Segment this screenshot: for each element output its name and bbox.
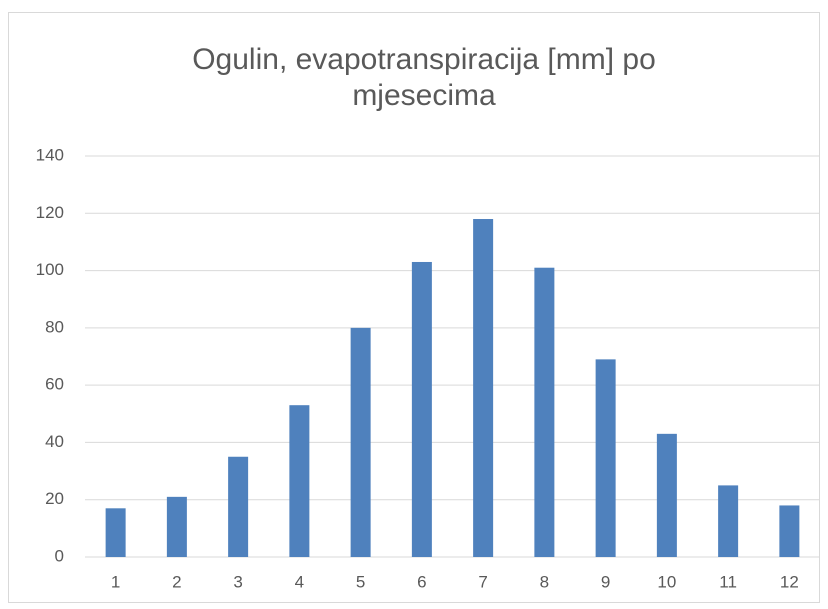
bar [228, 456, 249, 557]
y-tick-label: 120 [36, 203, 64, 222]
x-tick-label: 8 [540, 572, 549, 591]
bar [534, 267, 555, 557]
x-tick-label: 7 [478, 572, 487, 591]
x-tick-label: 11 [719, 572, 737, 591]
x-tick-label: 5 [356, 572, 365, 591]
x-tick-label: 2 [172, 572, 181, 591]
y-tick-label: 60 [45, 375, 64, 394]
x-tick-label: 4 [295, 572, 304, 591]
bar [656, 433, 677, 557]
y-tick-label: 100 [36, 260, 64, 279]
bar [105, 508, 126, 557]
bar [166, 496, 187, 557]
bar [411, 261, 432, 557]
x-tick-label: 12 [780, 572, 799, 591]
y-tick-label: 40 [45, 432, 64, 451]
bar [779, 505, 800, 557]
bar [473, 219, 494, 557]
x-tick-label: 1 [111, 572, 120, 591]
y-tick-label: 140 [36, 145, 64, 164]
x-tick-label: 6 [417, 572, 426, 591]
y-tick-label: 80 [45, 317, 64, 336]
x-tick-label: 9 [601, 572, 610, 591]
x-tick-label: 10 [657, 572, 676, 591]
bar [595, 359, 616, 557]
bar [718, 485, 739, 557]
y-tick-label: 20 [45, 489, 64, 508]
bar [289, 405, 310, 557]
x-tick-label: 3 [233, 572, 242, 591]
chart-title: Ogulin, evapotranspiracija [mm] po mjese… [192, 43, 656, 112]
bar [350, 327, 371, 557]
y-tick-label: 0 [55, 546, 64, 565]
